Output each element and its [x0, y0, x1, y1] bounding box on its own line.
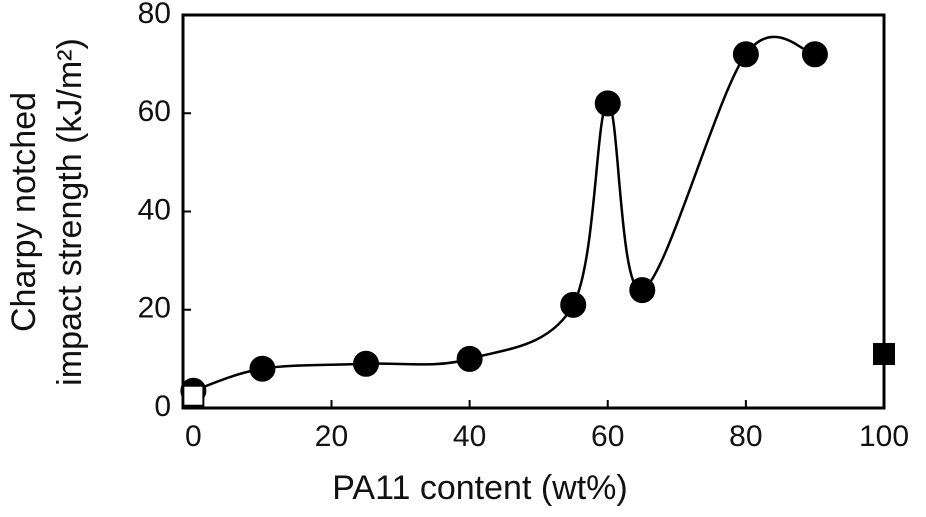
y-axis-label: Charpy notched: [5, 92, 43, 332]
data-point: [732, 41, 759, 68]
y-tick-label: 20: [138, 292, 171, 325]
plot-frame: [181, 13, 886, 410]
data-point: [873, 342, 895, 365]
y-tick-label: 0: [154, 390, 171, 423]
y-tick-label: 60: [138, 95, 171, 128]
y-tick-label: 40: [138, 193, 171, 226]
y-axis-label: impact strength (kJ/m²): [51, 38, 89, 386]
x-tick-label: 60: [591, 420, 624, 453]
data-point: [249, 355, 276, 382]
data-point: [629, 277, 656, 304]
data-point: [594, 90, 621, 117]
x-tick-label: 80: [729, 420, 762, 453]
y-tick-label: 80: [138, 0, 171, 30]
data-point: [182, 384, 205, 407]
x-tick-label: 0: [185, 420, 202, 453]
data-point: [560, 291, 587, 318]
data-point: [801, 41, 828, 68]
x-tick-label: 20: [315, 420, 348, 453]
trend-curve: [192, 35, 816, 392]
x-tick-label: 100: [859, 420, 909, 453]
data-point: [353, 350, 380, 377]
x-tick-label: 40: [453, 420, 486, 453]
x-axis-label: PA11 content (wt%): [332, 469, 627, 507]
data-point: [456, 345, 483, 372]
